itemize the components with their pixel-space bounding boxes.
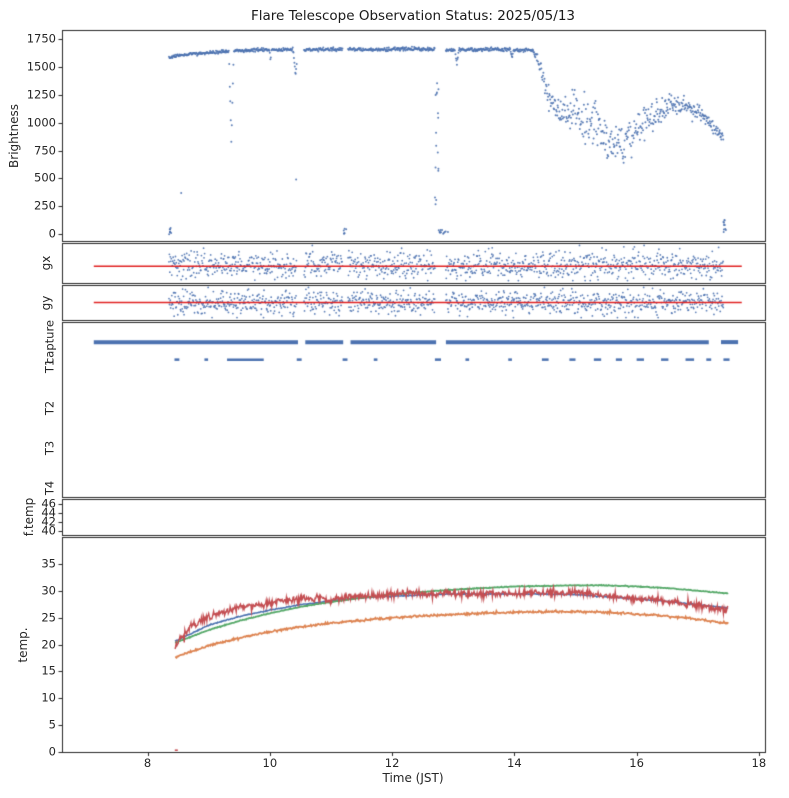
y-tick-label-brightness: 1500 [26, 59, 56, 74]
figure-title: Flare Telescope Observation Status: 2025… [251, 8, 575, 24]
x-tick-label: 8 [143, 756, 152, 770]
y-tick-label-ftemp: 40 [41, 522, 56, 537]
y-tick-label-brightness: 250 [34, 198, 56, 213]
y-tick-label-ftemp: 46 [41, 495, 56, 510]
x-tick-label: 14 [507, 756, 522, 770]
y-axis-label-gx: gx [39, 255, 53, 271]
y-tick-label-brightness: 750 [34, 142, 56, 157]
y-tick-label-temp: 35 [41, 556, 56, 571]
x-tick-label: 18 [751, 756, 767, 770]
y-tick-label-temp: 0 [48, 744, 56, 759]
y-axis-label-ftemp: f.temp [22, 497, 36, 537]
x-tick-label: 16 [629, 756, 644, 770]
row-label-t2: T2 [42, 400, 57, 415]
y-tick-label-temp: 20 [41, 636, 56, 651]
y-tick-label-brightness: 1750 [26, 31, 56, 46]
row-label-capture: capture [42, 320, 57, 365]
y-axis-label-temp: temp. [16, 626, 30, 663]
x-axis-label: Time (JST) [382, 771, 444, 785]
y-tick-label-temp: 25 [41, 609, 56, 624]
y-tick-label-brightness: 1000 [26, 114, 56, 129]
y-tick-label-brightness: 1250 [26, 87, 56, 101]
row-label-t3: T3 [42, 440, 57, 456]
y-axis-label-brightness: Brightness [7, 103, 21, 168]
x-tick-label: 10 [262, 756, 278, 770]
y-tick-label-brightness: 0 [48, 226, 56, 241]
y-tick-label-temp: 30 [41, 583, 56, 597]
y-tick-label-ftemp: 44 [41, 504, 56, 519]
row-label-t4: T4 [42, 481, 57, 496]
y-axis-label-gy: gy [39, 295, 53, 310]
y-tick-label-temp: 15 [41, 663, 56, 678]
x-tick-label: 12 [384, 756, 400, 770]
y-tick-label-ftemp: 42 [41, 513, 56, 528]
y-tick-label-temp: 5 [48, 717, 56, 732]
row-label-t1: T1 [42, 358, 57, 373]
y-tick-label-temp: 10 [41, 690, 56, 705]
y-tick-label-brightness: 500 [34, 170, 56, 185]
